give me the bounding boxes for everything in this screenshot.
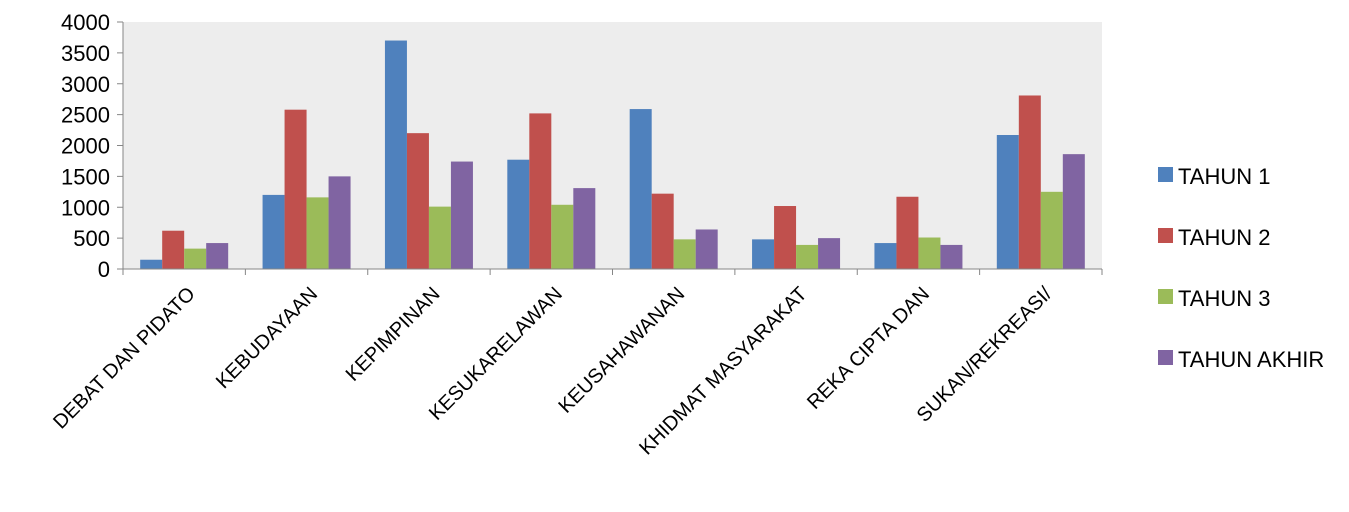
bar-4-8 [1062, 154, 1085, 269]
bar-4-5 [695, 229, 718, 269]
bar-3-5 [673, 239, 696, 269]
bar-4-7 [940, 244, 963, 269]
y-tick-label-1: 500 [73, 226, 110, 251]
x-category-label-7: REKA CIPTA DAN [803, 283, 934, 414]
bar-3-4 [551, 204, 574, 269]
legend-label-4: TAHUN AKHIR [1178, 347, 1324, 372]
y-tick-label-7: 3500 [61, 41, 110, 66]
bar-4-3 [450, 161, 473, 269]
y-tick-label-6: 3000 [61, 72, 110, 97]
legend-label-1: TAHUN 1 [1178, 164, 1271, 189]
y-tick-label-4: 2000 [61, 134, 110, 159]
bar-3-8 [1040, 191, 1063, 269]
bar-2-3 [406, 133, 429, 269]
y-tick-label-2: 1000 [61, 195, 110, 220]
y-tick-label-3: 1500 [61, 164, 110, 189]
bar-3-6 [796, 244, 819, 269]
bar-1-1 [140, 259, 163, 269]
bar-4-1 [206, 243, 229, 269]
y-tick-labels: 0 500 1000 1500 2000 2500 3000 3500 4000 [61, 10, 110, 282]
bar-2-8 [1018, 95, 1041, 269]
bar-2-1 [162, 230, 185, 269]
legend-label-2: TAHUN 2 [1178, 225, 1271, 250]
legend-swatch-3 [1158, 289, 1173, 304]
bars-group [140, 40, 1085, 270]
legend-swatch-2 [1158, 228, 1173, 243]
bar-4-6 [818, 238, 841, 269]
x-category-label-2: KEBUDAYAAN [212, 283, 322, 393]
x-category-label-4: KESUKARELAWAN [425, 283, 567, 425]
legend-swatch-4 [1158, 350, 1173, 365]
axes-group [117, 21, 1103, 275]
bar-1-4 [507, 159, 530, 269]
x-category-label-5: KEUSAHAWANAN [554, 283, 689, 418]
y-tick-label-8: 4000 [61, 10, 110, 35]
bar-4-4 [573, 188, 596, 269]
bar-4-2 [328, 176, 351, 269]
bar-2-7 [896, 196, 919, 269]
x-category-label-1: DEBAT DAN PIDATO [49, 283, 199, 433]
bar-2-5 [651, 193, 674, 269]
bar-2-4 [529, 113, 552, 269]
legend: TAHUN 1 TAHUN 2 TAHUN 3 TAHUN AKHIR [1158, 164, 1324, 372]
bar-2-6 [774, 206, 797, 269]
x-category-label-8: SUKAN/REKREASI/ [913, 283, 1057, 427]
legend-label-3: TAHUN 3 [1178, 286, 1271, 311]
bar-1-8 [996, 135, 1019, 269]
bar-1-3 [384, 40, 407, 270]
x-category-label-3: KEPIMPINAN [342, 283, 445, 386]
bar-1-7 [874, 243, 897, 269]
bar-1-6 [752, 239, 775, 269]
bar-2-2 [284, 109, 307, 269]
x-category-labels: DEBAT DAN PIDATO KEBUDAYAAN KEPIMPINANKESU… [49, 283, 1056, 460]
bar-1-2 [262, 194, 285, 269]
y-tick-label-0: 0 [98, 257, 110, 282]
bar-3-7 [918, 237, 941, 269]
legend-swatch-1 [1158, 167, 1173, 182]
bar-3-2 [306, 197, 329, 269]
bar-3-1 [184, 248, 207, 269]
bar-3-3 [428, 206, 451, 269]
y-tick-label-5: 2500 [61, 103, 110, 128]
bar-1-5 [629, 109, 652, 269]
